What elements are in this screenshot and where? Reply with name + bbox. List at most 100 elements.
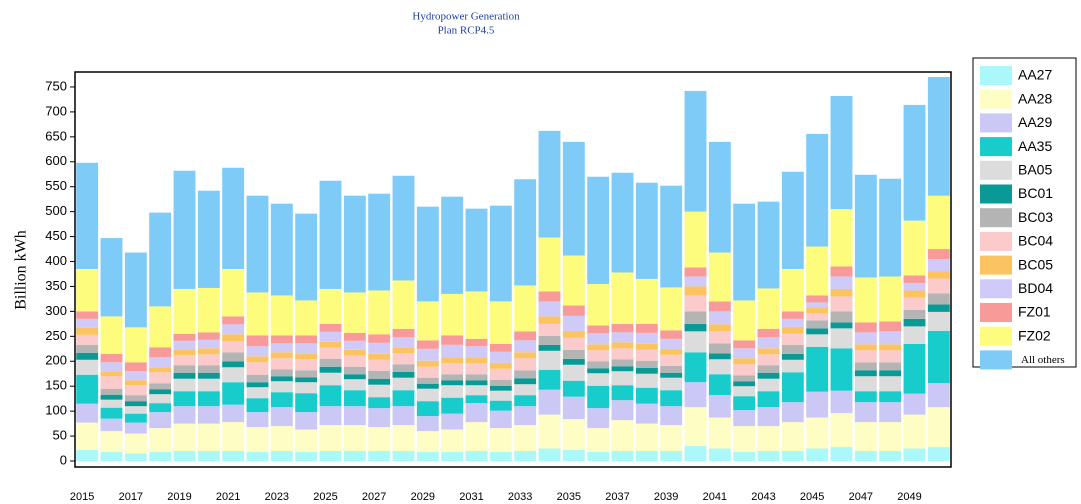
legend-swatch [980,113,1012,133]
bar-segment [538,316,561,324]
bar-segment [76,327,99,335]
bar-segment [465,357,488,364]
bar-segment [660,287,683,331]
bar-segment [197,287,220,333]
bar-segment [416,388,439,402]
bar-segment [124,371,147,381]
bar-segment [124,433,147,454]
y-tick-label: 0 [60,452,67,467]
bar-segment [708,374,731,396]
bar-segment [660,185,683,288]
x-tick-label: 2015 [70,491,94,503]
bar-segment [587,428,610,453]
bar-segment [246,387,269,399]
x-tick-label: 2023 [265,491,289,503]
bar-segment [173,391,196,407]
bar-segment [416,377,439,384]
bar-segment [489,428,512,453]
bar-segment [635,367,658,374]
x-tick-label: 2037 [605,491,629,503]
bar-segment [733,375,756,382]
bar-segment [611,348,634,360]
bar-segment [270,295,293,336]
bar-segment [708,141,731,253]
bar-segment [635,423,658,452]
bar-segment [76,318,99,328]
bar-segment [124,252,147,328]
bar-segment [489,410,512,429]
bar-segment [684,286,707,296]
bar-segment [903,343,926,394]
x-tick-label: 2039 [654,491,678,503]
x-tick-label: 2049 [897,491,921,503]
bar-segment [757,201,780,289]
bar-segment [903,275,926,283]
bar-segment [124,413,147,423]
bar-segment [368,334,391,343]
bar-segment [441,413,464,430]
bar-segment [270,381,293,393]
bar-segment [270,407,293,427]
bar-segment [611,332,634,343]
bar-segment [295,393,318,413]
bar-segment [830,447,853,462]
bar-segment [124,362,147,372]
legend-label: BC05 [1018,256,1053,272]
bar-segment [222,361,245,368]
bar-segment [514,425,537,452]
y-tick-label: 600 [45,153,67,168]
bar-segment [903,309,926,319]
bar-segment [587,350,610,362]
bar-segment [562,380,585,397]
bar-segment [441,452,464,462]
bar-segment [368,353,391,360]
bar-segment [684,267,707,277]
bar-segment [587,408,610,429]
bar-segment [854,322,877,333]
bar-segment [295,343,318,354]
legend-swatch [980,208,1012,228]
bar-segment [611,385,634,401]
bar-segment [368,408,391,428]
bar-segment [660,330,683,339]
x-tick-label: 2045 [800,491,824,503]
bar-segment [806,328,829,335]
bar-segment [100,399,123,408]
bar-segment [514,370,537,379]
bar-segment [830,296,853,312]
bar-segment [879,321,902,332]
bar-segment [343,406,366,426]
bar-segment [611,366,634,372]
bar-segment [222,316,245,325]
bar-segment [465,395,488,404]
legend-swatch [980,137,1012,157]
bar-segment [806,246,829,296]
bar-segment [830,95,853,210]
bar-segment [806,307,829,314]
legend-label: BC01 [1018,185,1053,201]
bar-segment [441,380,464,386]
bar-segment [246,292,269,336]
bar-segment [222,269,245,317]
bar-segment [538,448,561,462]
bar-segment [368,384,391,398]
bar-segment [562,349,585,359]
bar-segment [733,452,756,462]
bar-segment [879,402,902,423]
bar-segment [197,339,220,349]
bar-segment [392,371,415,378]
y-tick-label: 250 [45,328,67,343]
bar-segment [465,403,488,423]
bar-segment [684,211,707,268]
bar-segment [514,395,537,407]
bar-segment [757,391,780,408]
bar-segment [514,340,537,353]
bar-segment [416,383,439,389]
bar-segment [538,237,561,292]
bar-segment [100,371,123,377]
bar-segment [149,394,172,404]
bar-segment [368,397,391,409]
bar-segment [562,419,585,451]
bar-segment [392,347,415,354]
bar-segment [538,130,561,238]
